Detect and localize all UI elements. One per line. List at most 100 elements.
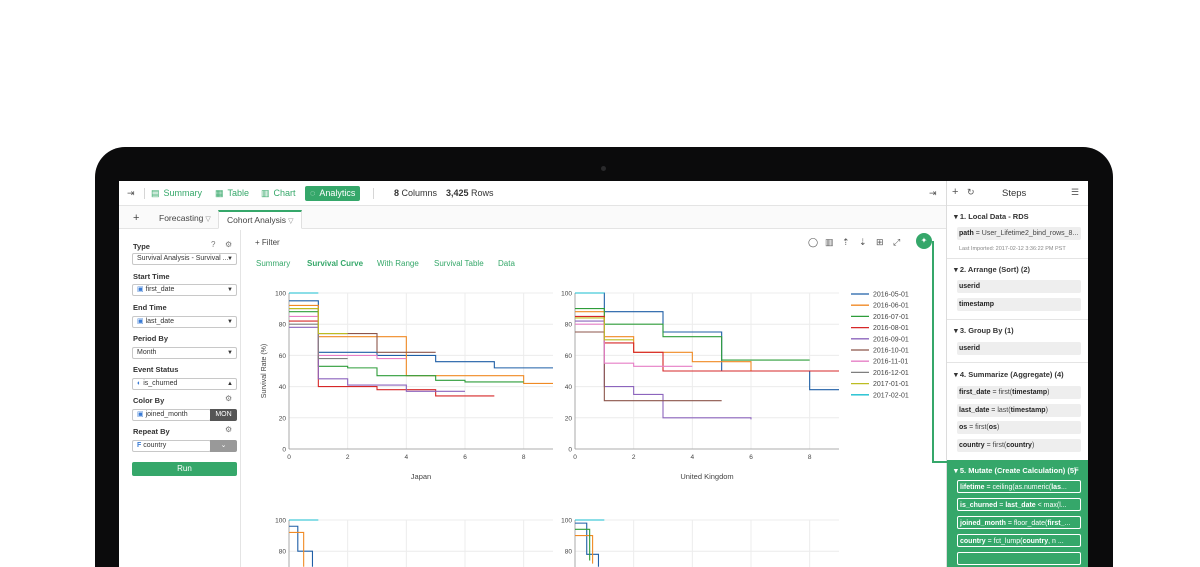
- add-step-icon[interactable]: +: [952, 186, 959, 198]
- series-line-2016-06-01: [575, 535, 594, 564]
- pin-button[interactable]: ✦: [916, 233, 932, 249]
- y-tick-label: 40: [565, 384, 573, 391]
- start-time-label: Start Time: [133, 272, 170, 281]
- step-4-title[interactable]: ▾ 4. Summarize (Aggregate) (4): [954, 370, 1064, 379]
- x-tick-label: 2: [346, 454, 350, 461]
- chart-button[interactable]: ▥ Chart: [261, 186, 296, 201]
- divider: [947, 319, 1088, 320]
- step-5-line-1[interactable]: lifetime = ceiling(as.numeric(las...: [957, 480, 1081, 493]
- start-time-select[interactable]: ▣ first_date ▼: [132, 284, 237, 296]
- step-3-line-1[interactable]: userid: [957, 342, 1081, 355]
- table-button[interactable]: ▦ Table: [215, 186, 249, 201]
- period-label: Period By: [133, 334, 169, 343]
- legend-label: 2016-07-01: [873, 314, 909, 321]
- survival-curve-chart: 0 20 40 60 80 100 0 2 4 6 8 Japan 0 20 40 60 80 100 0 2 4 6 8 U…: [261, 291, 909, 567]
- step-4-line-2[interactable]: last_date = last(timestamp): [957, 404, 1081, 417]
- gear-icon[interactable]: ⚙: [225, 425, 233, 434]
- step-2-title[interactable]: ▾ 2. Arrange (Sort) (2): [954, 265, 1031, 274]
- step-2-line-1[interactable]: userid: [957, 280, 1081, 293]
- repeat-by-select[interactable]: F country: [132, 440, 211, 452]
- color-by-select[interactable]: ▣ joined_month: [132, 409, 211, 421]
- y-tick-label: 0: [282, 447, 286, 454]
- menu-icon[interactable]: ≡: [1074, 465, 1079, 474]
- summary-label: Summary: [163, 188, 203, 198]
- series-line-2016-07-01: [575, 308, 810, 361]
- x-tick-label: 8: [808, 454, 812, 461]
- table-icon: ▦: [215, 188, 224, 198]
- chevron-down-icon: ▽: [288, 218, 294, 225]
- step-4-line-4[interactable]: country = first(country): [957, 439, 1081, 452]
- subtab-survival-table[interactable]: Survival Table: [434, 259, 484, 268]
- series-line-2016-10-01: [289, 308, 436, 353]
- step-4-line-1[interactable]: first_date = first(timestamp): [957, 386, 1081, 399]
- expand-icon[interactable]: ⤢: [893, 237, 901, 247]
- step-4-line-3[interactable]: os = first(os): [957, 421, 1081, 434]
- subtab-data[interactable]: Data: [498, 259, 515, 268]
- step-5-line-2[interactable]: is_churned = last_date < max(l...: [957, 498, 1081, 511]
- step-5-line-3[interactable]: joined_month = floor_date(first_...: [957, 516, 1081, 529]
- gear-icon[interactable]: ⚙: [225, 394, 233, 403]
- subtab-with-range[interactable]: With Range: [377, 259, 419, 268]
- x-tick-label: 6: [749, 454, 753, 461]
- comment-icon[interactable]: ◯: [808, 237, 819, 247]
- x-tick-label: 2: [632, 454, 636, 461]
- y-tick-label: 20: [565, 415, 573, 422]
- repeat-dropdown-button[interactable]: ⌄: [210, 440, 237, 452]
- upload-icon[interactable]: ⇡: [842, 237, 850, 247]
- y-axis-title: Survival Rate (%): [261, 344, 268, 398]
- step-5-title[interactable]: ▾ 5. Mutate (Create Calculation) (5): [954, 466, 1077, 475]
- series-line-2016-06-01: [575, 311, 839, 372]
- bar-chart-icon[interactable]: ▥: [825, 237, 834, 247]
- dropdown-arrow-icon: ▲: [227, 381, 233, 387]
- y-tick-label: 100: [275, 518, 286, 525]
- subtab-summary[interactable]: Summary: [256, 259, 291, 268]
- step-1-title[interactable]: ▾ 1. Local Data - RDS: [954, 212, 1029, 221]
- y-tick-label: 40: [279, 384, 287, 391]
- settings-sliders-icon[interactable]: ☰: [1071, 187, 1080, 197]
- row-count: 3,425 Rows: [446, 188, 494, 198]
- event-status-label: Event Status: [133, 365, 179, 374]
- period-select[interactable]: Month ▼: [132, 347, 237, 359]
- gear-icon[interactable]: ⚙: [225, 240, 233, 249]
- column-count: 8 Columns: [394, 188, 438, 198]
- add-tab-button[interactable]: +: [133, 212, 140, 224]
- help-icon[interactable]: ?: [211, 240, 216, 249]
- y-tick-label: 60: [279, 353, 287, 360]
- step-5-line-4[interactable]: country = fct_lump(country, n ...: [957, 534, 1081, 547]
- grid-icon[interactable]: ⊞: [876, 237, 884, 247]
- dropdown-arrow-icon: ▼: [227, 287, 233, 293]
- legend-label: 2016-10-01: [873, 348, 909, 355]
- end-time-select[interactable]: ▣ last_date ▼: [132, 316, 237, 328]
- step-5-active[interactable]: ▾ 5. Mutate (Create Calculation) (5) ≡ l…: [947, 460, 1088, 567]
- summary-button[interactable]: ▤ Summary: [151, 186, 202, 201]
- series-line-2016-06-01: [289, 304, 553, 385]
- step-2-line-2[interactable]: timestamp: [957, 298, 1081, 311]
- legend-label: 2016-09-01: [873, 336, 909, 343]
- refresh-icon[interactable]: ↻: [967, 187, 975, 197]
- type-select[interactable]: Survival Analysis - Survival ... ▼: [132, 253, 237, 265]
- run-button[interactable]: Run: [132, 462, 237, 476]
- step-1-line[interactable]: path = User_Lifetime2_bind_rows_8...: [957, 227, 1081, 240]
- color-by-label: Color By: [133, 396, 165, 405]
- y-tick-label: 0: [568, 447, 572, 454]
- subtab-survival-curve[interactable]: Survival Curve: [307, 259, 364, 268]
- step-3-title[interactable]: ▾ 3. Group By (1): [954, 326, 1014, 335]
- step-5-line-5[interactable]: [957, 552, 1081, 565]
- collapse-right-icon[interactable]: ⇥: [929, 188, 937, 198]
- chevron-down-icon: ▽: [205, 216, 211, 223]
- unit-badge[interactable]: MON: [210, 409, 237, 421]
- tab-cohort-analysis[interactable]: Cohort Analysis ▽: [218, 210, 303, 229]
- series-line-2016-05-01: [575, 292, 839, 391]
- download-icon[interactable]: ⇣: [859, 237, 867, 247]
- tab-forecasting[interactable]: Forecasting ▽: [159, 213, 211, 223]
- analytics-button[interactable]: ◌ Analytics: [305, 186, 361, 201]
- dropdown-arrow-icon: ▼: [227, 319, 233, 325]
- steps-title: Steps: [1002, 188, 1027, 199]
- event-status-select[interactable]: ◐ is_churned ▲: [132, 378, 237, 390]
- x-tick-label: 4: [405, 454, 409, 461]
- series-line-2016-05-01: [289, 300, 553, 369]
- collapse-left-icon[interactable]: ⇥: [127, 188, 135, 198]
- series-line-2016-11-01: [289, 315, 407, 360]
- config-panel: Type ? ⚙ Survival Analysis - Survival ..…: [119, 230, 241, 567]
- filter-button[interactable]: + Filter: [255, 238, 280, 247]
